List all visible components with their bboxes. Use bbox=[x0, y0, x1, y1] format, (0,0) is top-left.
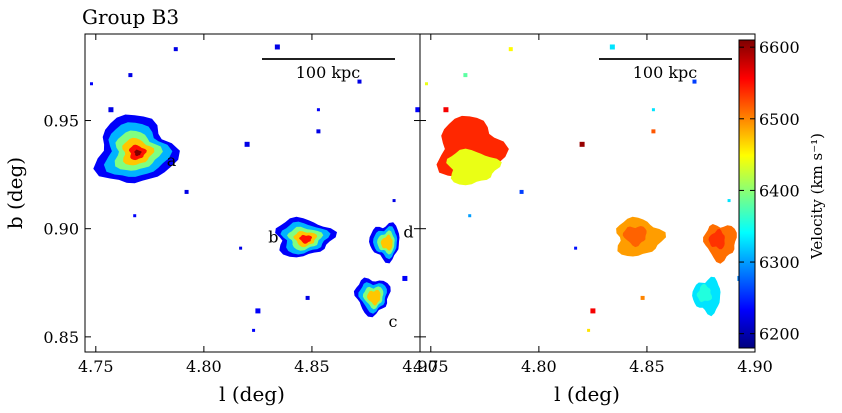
x-axis-label-right: l (deg) bbox=[554, 382, 620, 406]
speck-left-12 bbox=[392, 199, 396, 203]
intensity-blobs bbox=[93, 114, 400, 318]
speck-left-4 bbox=[184, 189, 189, 194]
y-axis-label: b (deg) bbox=[3, 157, 27, 229]
velocity-blob-1 bbox=[616, 216, 666, 257]
source-blob-c bbox=[353, 277, 391, 318]
speck-right-1 bbox=[463, 73, 468, 78]
velocity-blobs bbox=[436, 115, 737, 317]
colorbar-tick-label-2: 6400 bbox=[759, 181, 800, 200]
source-blob-d bbox=[369, 222, 400, 264]
speck-left-2 bbox=[108, 107, 114, 113]
x-tick-label-1: 4.80 bbox=[521, 357, 557, 376]
speck-right-0 bbox=[424, 82, 428, 86]
speck-left-7 bbox=[316, 129, 321, 134]
x-tick-label-0: 4.75 bbox=[78, 357, 114, 376]
colorbar-tick-label-1: 6300 bbox=[759, 253, 800, 272]
speck-left-8 bbox=[255, 308, 261, 314]
scalebar-label-right: 100 kpc bbox=[633, 63, 698, 82]
intensity-ticks: 4.75 4.80 4.85 4.90 0.85 0.90 0.95 bbox=[43, 34, 438, 376]
source-label-d: d bbox=[403, 223, 413, 242]
speck-left-3 bbox=[133, 214, 137, 218]
speck-right-17 bbox=[609, 44, 615, 50]
velocity-blob-0 bbox=[436, 115, 509, 186]
source-label-c: c bbox=[388, 312, 397, 331]
x-axis-label-left: l (deg) bbox=[219, 382, 285, 406]
contour-b-4 bbox=[299, 234, 312, 244]
contour-c-3 bbox=[367, 289, 381, 306]
source-label-b: b bbox=[268, 227, 278, 246]
speck-left-1 bbox=[128, 73, 133, 78]
scalebar-left: 100 kpc bbox=[262, 58, 395, 82]
y-tick-label-2: 0.95 bbox=[43, 112, 79, 131]
speck-left-16 bbox=[173, 47, 178, 52]
speck-right-9 bbox=[587, 328, 591, 332]
scalebar-right: 100 kpc bbox=[599, 58, 732, 82]
speck-right-12 bbox=[727, 199, 731, 203]
colorbar-tick-label-0: 6200 bbox=[759, 325, 800, 344]
speck-left-11 bbox=[402, 275, 408, 281]
speck-left-6 bbox=[316, 108, 320, 112]
scalebar-label-left: 100 kpc bbox=[296, 63, 361, 82]
x-tick-label-3: 4.90 bbox=[737, 357, 773, 376]
figure-title: Group B3 bbox=[82, 5, 179, 29]
velocity-panel: 100 kpc 4.75 4.80 4.85 4.90 l (deg) bbox=[413, 33, 773, 406]
source-labels: a b c d bbox=[167, 151, 414, 331]
colorbar-ticks: 6200 6300 6400 6500 6600 bbox=[739, 38, 800, 344]
y-tick-label-0: 0.85 bbox=[43, 328, 79, 347]
intensity-panel: 100 kpc a b c d 4.75 4.80 4.85 4.90 0.85 0.90 0.9… bbox=[3, 33, 438, 406]
source-blob-b bbox=[275, 216, 337, 258]
x-tick-label-2: 4.85 bbox=[294, 357, 330, 376]
speck-right-5 bbox=[579, 141, 585, 147]
speck-left-13 bbox=[357, 79, 362, 84]
speck-right-4 bbox=[519, 189, 524, 194]
source-blob-a bbox=[93, 114, 180, 184]
x-tick-label-2: 4.85 bbox=[629, 357, 665, 376]
velocity-specks bbox=[424, 44, 756, 332]
contour-d-3 bbox=[380, 234, 393, 251]
velocity-core-3 bbox=[696, 283, 713, 303]
intensity-specks bbox=[89, 44, 421, 332]
y-tick-label-1: 0.90 bbox=[43, 220, 79, 239]
source-label-a: a bbox=[167, 151, 177, 170]
velocity-ticks: 4.75 4.80 4.85 4.90 bbox=[413, 34, 773, 376]
speck-left-14 bbox=[415, 107, 421, 113]
contour-a-5 bbox=[134, 149, 142, 157]
speck-left-15 bbox=[239, 246, 243, 250]
speck-left-17 bbox=[274, 44, 280, 50]
colorbar-tick-label-3: 6500 bbox=[759, 110, 800, 129]
speck-right-10 bbox=[640, 295, 645, 300]
speck-right-3 bbox=[468, 214, 472, 218]
colorbar-tick-label-4: 6600 bbox=[759, 38, 800, 57]
x-tick-label-3: 4.90 bbox=[402, 357, 438, 376]
speck-left-9 bbox=[252, 328, 256, 332]
velocity-region-bottom bbox=[446, 148, 502, 186]
velocity-colorbar: 6200 6300 6400 6500 6600 Velocity (km s⁻¹) bbox=[738, 38, 826, 349]
speck-right-7 bbox=[651, 129, 656, 134]
velocity-core-2 bbox=[708, 228, 725, 250]
speck-right-15 bbox=[574, 246, 578, 250]
speck-left-5 bbox=[244, 141, 250, 147]
colorbar-gradient bbox=[738, 39, 756, 349]
velocity-blob-2 bbox=[703, 224, 737, 264]
speck-left-0 bbox=[89, 82, 93, 86]
x-tick-label-0: 4.75 bbox=[413, 357, 449, 376]
speck-left-10 bbox=[305, 295, 310, 300]
x-tick-label-1: 4.80 bbox=[186, 357, 222, 376]
speck-right-13 bbox=[692, 79, 697, 84]
speck-right-16 bbox=[508, 47, 513, 52]
speck-right-8 bbox=[590, 308, 596, 314]
colorbar-label: Velocity (km s⁻¹) bbox=[808, 133, 826, 260]
velocity-core-1 bbox=[622, 226, 647, 248]
speck-right-2 bbox=[443, 107, 449, 113]
speck-right-6 bbox=[651, 108, 655, 112]
velocity-blob-3 bbox=[692, 276, 721, 317]
